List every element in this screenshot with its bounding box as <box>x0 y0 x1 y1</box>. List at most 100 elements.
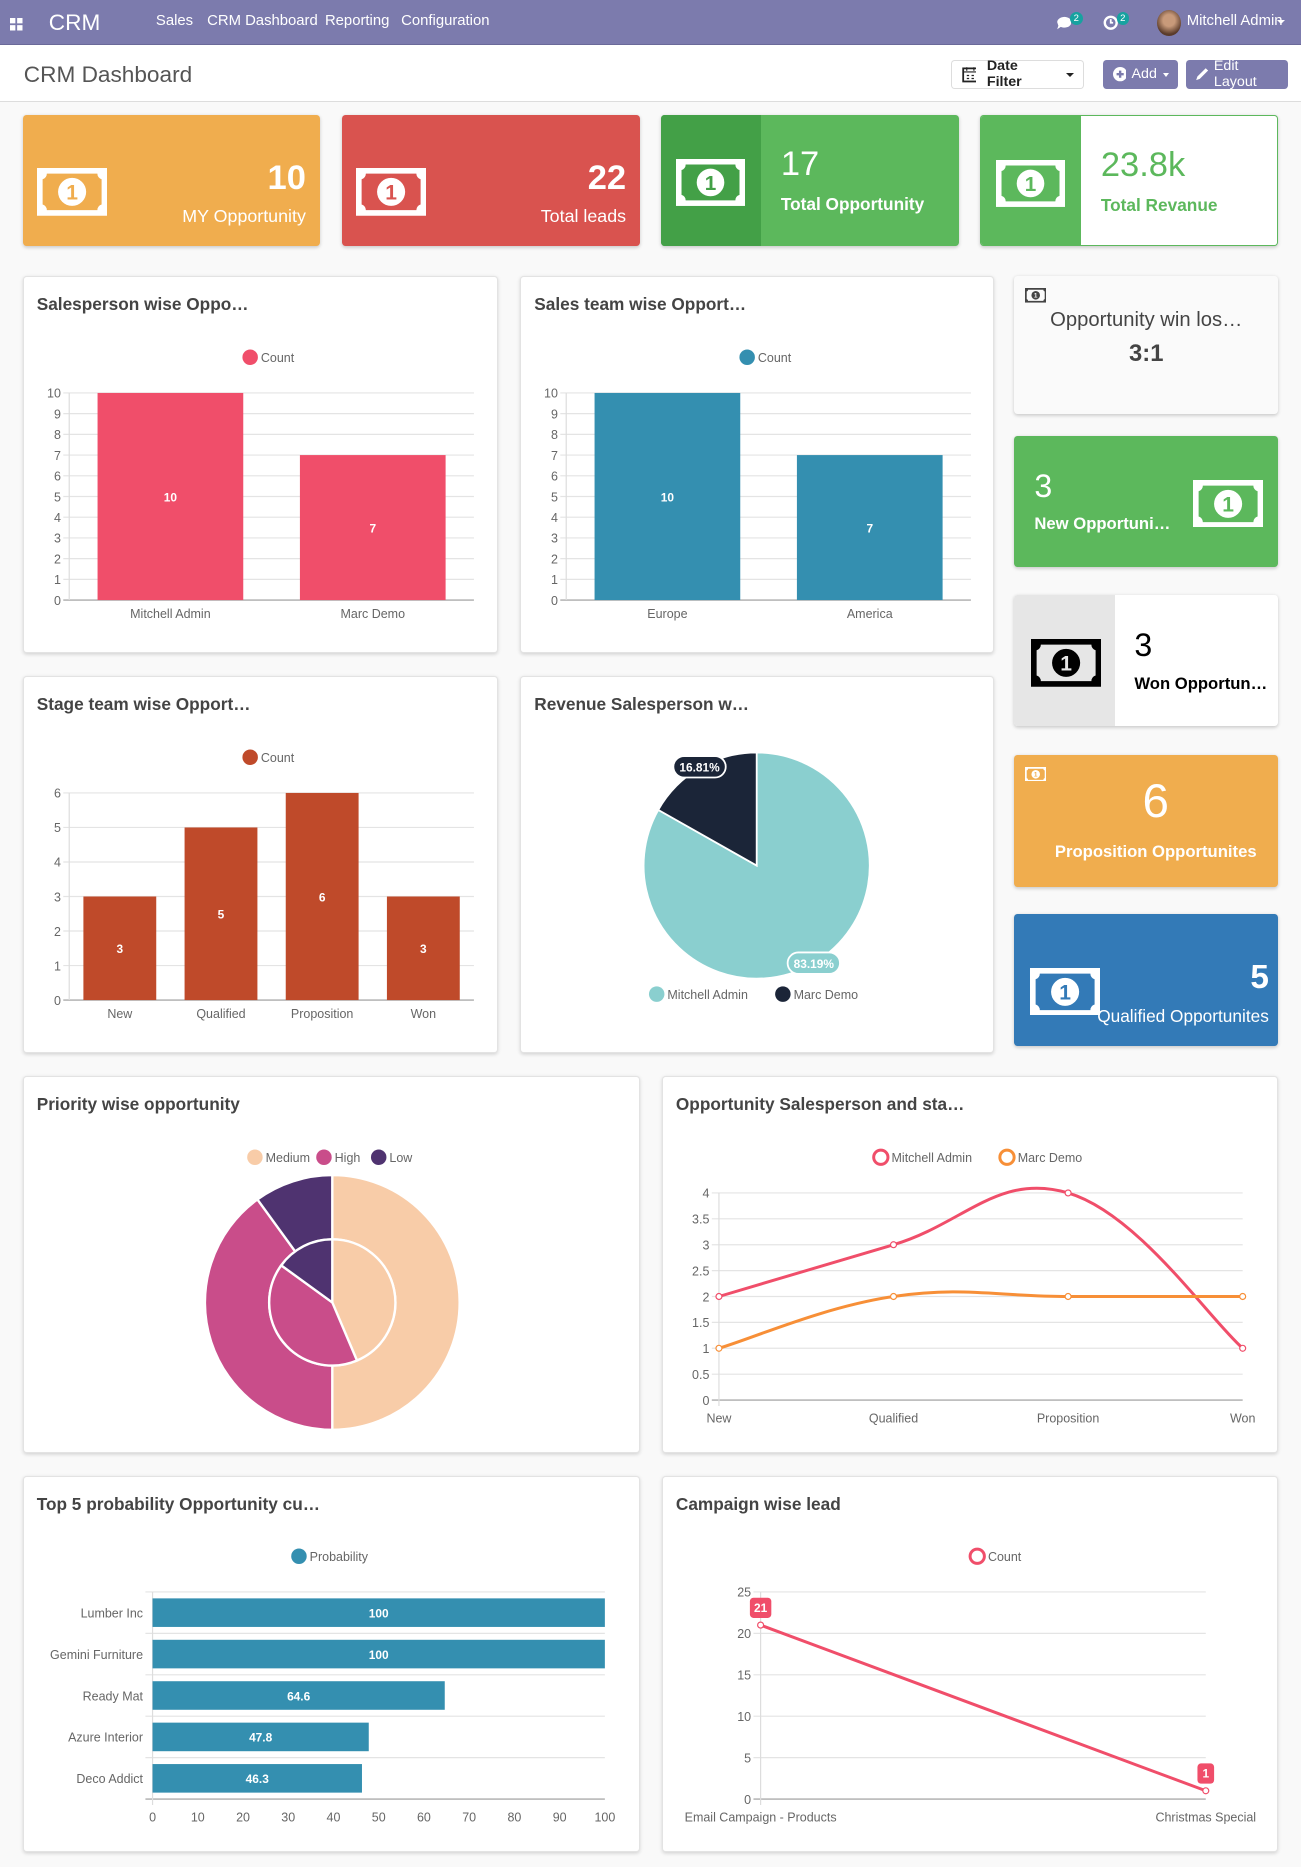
money-bill-icon: 1 <box>1024 765 1047 787</box>
bar <box>285 792 359 1000</box>
kpi-label: Qualified Opportunites <box>1097 1005 1269 1026</box>
kpi-total-opportunity[interactable]: 1 17 Total Opportunity <box>660 115 960 247</box>
menu-reporting[interactable]: Reporting <box>324 13 390 30</box>
x-tick-label: Christmas Special <box>1155 1811 1256 1825</box>
svg-text:1: 1 <box>1222 493 1234 516</box>
y-tick-label: 0 <box>54 993 61 1007</box>
bar-value-label: 6 <box>318 890 325 904</box>
bar-value-label: 7 <box>369 521 376 535</box>
legend-label: Count <box>260 751 294 765</box>
chart-title: Campaign wise lead <box>675 1493 841 1514</box>
data-point <box>889 1240 897 1248</box>
kpi-my-opportunity[interactable]: 1 10 MY Opportunity <box>22 115 321 247</box>
menu-configuration[interactable]: Configuration <box>401 13 490 30</box>
x-tick-label: 0 <box>149 1811 156 1825</box>
money-bill-icon: 1 <box>1192 479 1263 534</box>
bar <box>386 896 460 1000</box>
legend-swatch <box>649 985 665 1002</box>
x-tick-label: Qualified <box>196 1006 245 1020</box>
chart-title: Opportunity Salesperson and sta… <box>675 1093 965 1114</box>
app-name[interactable]: CRM <box>48 9 101 35</box>
user-menu[interactable]: Mitchell Admin <box>1186 13 1283 30</box>
pie-label-box <box>786 951 842 975</box>
menu-sales[interactable]: Sales <box>155 13 194 30</box>
chart-card-revenue: Revenue Salesperson w… 83.19% 16.81% Mitch… <box>520 676 994 1054</box>
kpi-value: 3:1 <box>1129 340 1164 368</box>
x-tick-label: 50 <box>371 1811 385 1825</box>
pencil-icon <box>1196 68 1208 81</box>
y-tick-label: 4 <box>54 511 61 525</box>
kpi-win-loss-ratio[interactable]: 1 Opportunity win los… 3:1 <box>1014 276 1279 415</box>
svg-text:1: 1 <box>1025 174 1037 197</box>
y-tick-label: 10 <box>737 1710 751 1724</box>
x-tick-label: Marc Demo <box>340 607 405 621</box>
kpi-value: 3 <box>1034 467 1053 504</box>
x-tick-label: Won <box>1230 1411 1256 1425</box>
bar-value-label: 3 <box>420 942 427 956</box>
legend-swatch <box>242 749 258 765</box>
bar <box>299 454 446 600</box>
kpi-value: 23.8k <box>1100 146 1186 185</box>
legend-label: Low <box>389 1151 413 1165</box>
messages-icon[interactable] <box>1056 14 1072 36</box>
y-tick-label: 0 <box>54 593 61 607</box>
y-tick-label: 10 <box>544 386 558 400</box>
chart-title: Stage team wise Opport… <box>36 693 251 714</box>
priority-donut-chart: Medium High Low <box>203 1149 461 1431</box>
svg-text:1: 1 <box>385 181 397 204</box>
kpi-new-opportunity[interactable]: 3 New Opportuni… 1 <box>1014 435 1279 567</box>
y-tick-label: 4 <box>54 855 61 869</box>
kpi-won-opportunity[interactable]: 1 3 Won Opportun… <box>1014 595 1279 727</box>
x-tick-label: 60 <box>417 1811 431 1825</box>
apps-grid-icon[interactable] <box>9 15 23 31</box>
top-navbar: CRM Sales CRM Dashboard Reporting Config… <box>0 0 1301 46</box>
kpi-label: Total Opportunity <box>780 194 925 214</box>
x-tick-label: Proposition <box>1037 1411 1100 1425</box>
kpi-label: New Opportuni… <box>1034 514 1171 534</box>
y-tick-label: Gemini Furniture <box>50 1648 143 1662</box>
money-bill-icon: 1 <box>676 159 746 212</box>
campaign-line-chart: Count 0 5 10 15 20 25 Email Campaign - Products… <box>684 1548 1256 1825</box>
y-tick-label: Lumber Inc <box>80 1607 142 1621</box>
chart-card-stage: Stage team wise Opport… Count 0 1 2 3 4 5 6 3 New… <box>22 676 498 1054</box>
user-avatar[interactable] <box>1156 9 1181 36</box>
kpi-total-leads[interactable]: 1 22 Total leads <box>341 115 641 247</box>
calendar-icon <box>961 67 977 83</box>
bar-value-label: 46.3 <box>245 1773 269 1787</box>
x-tick-label: 30 <box>281 1811 295 1825</box>
data-point <box>715 1344 723 1352</box>
series-line <box>718 1186 1244 1349</box>
y-tick-label: 6 <box>54 469 61 483</box>
svg-text:1: 1 <box>705 173 717 196</box>
x-tick-label: New <box>706 1411 732 1425</box>
svg-text:1: 1 <box>66 181 78 204</box>
legend-label: Mitchell Admin <box>668 987 749 1001</box>
data-point <box>1238 1292 1247 1300</box>
y-tick-label: 5 <box>54 490 61 504</box>
y-tick-label: 7 <box>551 448 558 462</box>
y-tick-label: 5 <box>54 821 61 835</box>
chart-title: Revenue Salesperson w… <box>534 693 749 714</box>
menu-crm-dashboard[interactable]: CRM Dashboard <box>207 13 318 30</box>
kpi-total-revenue[interactable]: 1 23.8k Total Revanue <box>979 115 1279 247</box>
kpi-proposition-opportunities[interactable]: 1 6 Proposition Opportunites <box>1014 754 1279 887</box>
x-tick-label: 90 <box>552 1811 566 1825</box>
bar <box>152 1598 605 1628</box>
money-bill-icon: 1 <box>1030 639 1101 693</box>
y-tick-label: 7 <box>54 448 61 462</box>
date-filter-button[interactable]: Date Filter <box>951 58 1085 91</box>
kpi-value: 22 <box>587 159 627 198</box>
x-tick-label: New <box>107 1006 133 1020</box>
pie-label: 83.19% <box>794 956 835 970</box>
kpi-qualified-opportunities[interactable]: 1 5 Qualified Opportunites <box>1014 914 1279 1047</box>
svg-text:1: 1 <box>1034 293 1038 300</box>
legend-label: Marc Demo <box>1018 1151 1083 1165</box>
edit-layout-button[interactable]: Edit Layout <box>1185 58 1288 90</box>
activity-clock-icon[interactable] <box>1103 14 1119 36</box>
legend-swatch <box>739 349 756 365</box>
add-button[interactable]: Add <box>1103 59 1179 90</box>
y-tick-label: Deco Addict <box>76 1773 143 1787</box>
date-filter-label: Date Filter <box>986 58 1022 91</box>
kpi-label: Opportunity win los… <box>1050 309 1243 332</box>
y-tick-label: 9 <box>551 407 558 421</box>
